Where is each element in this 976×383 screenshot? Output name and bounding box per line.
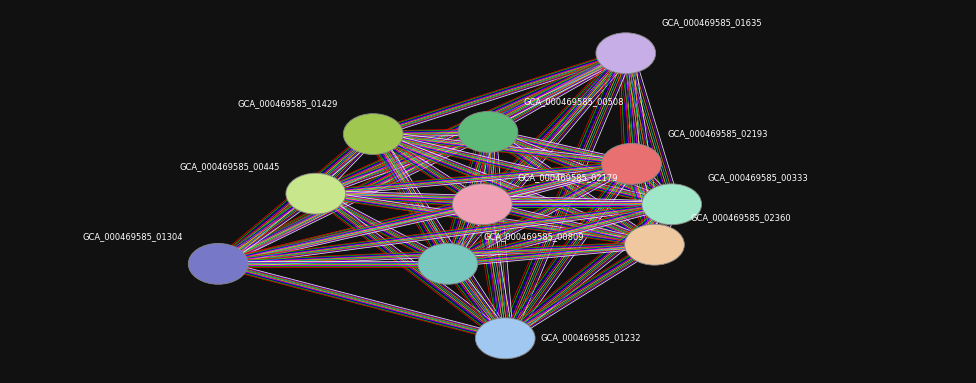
- Ellipse shape: [418, 244, 477, 284]
- Ellipse shape: [286, 173, 346, 214]
- Ellipse shape: [642, 184, 702, 225]
- Text: GCA_000469585_01635: GCA_000469585_01635: [662, 18, 762, 27]
- Ellipse shape: [475, 318, 535, 359]
- Ellipse shape: [453, 184, 512, 225]
- Ellipse shape: [344, 114, 403, 154]
- Text: GCA_000469585_02193: GCA_000469585_02193: [668, 129, 768, 138]
- Text: GCA_000469585_00333: GCA_000469585_00333: [708, 173, 808, 182]
- Text: GCA_000469585_01429: GCA_000469585_01429: [237, 99, 338, 108]
- Ellipse shape: [601, 143, 662, 184]
- Text: GCA_000469585_00809: GCA_000469585_00809: [483, 232, 584, 241]
- Text: GCA_000469585_01304: GCA_000469585_01304: [82, 232, 183, 241]
- Text: GCA_000469585_01232: GCA_000469585_01232: [541, 334, 641, 342]
- Text: GCA_000469585_00445: GCA_000469585_00445: [180, 162, 280, 171]
- Ellipse shape: [596, 33, 656, 74]
- Text: GCA_000469585_02360: GCA_000469585_02360: [690, 213, 791, 222]
- Ellipse shape: [188, 244, 248, 284]
- Ellipse shape: [458, 111, 518, 152]
- Ellipse shape: [625, 224, 684, 265]
- Text: GCA_000469585_00508: GCA_000469585_00508: [523, 97, 624, 106]
- Text: GCA_000469585_02179: GCA_000469585_02179: [518, 173, 619, 182]
